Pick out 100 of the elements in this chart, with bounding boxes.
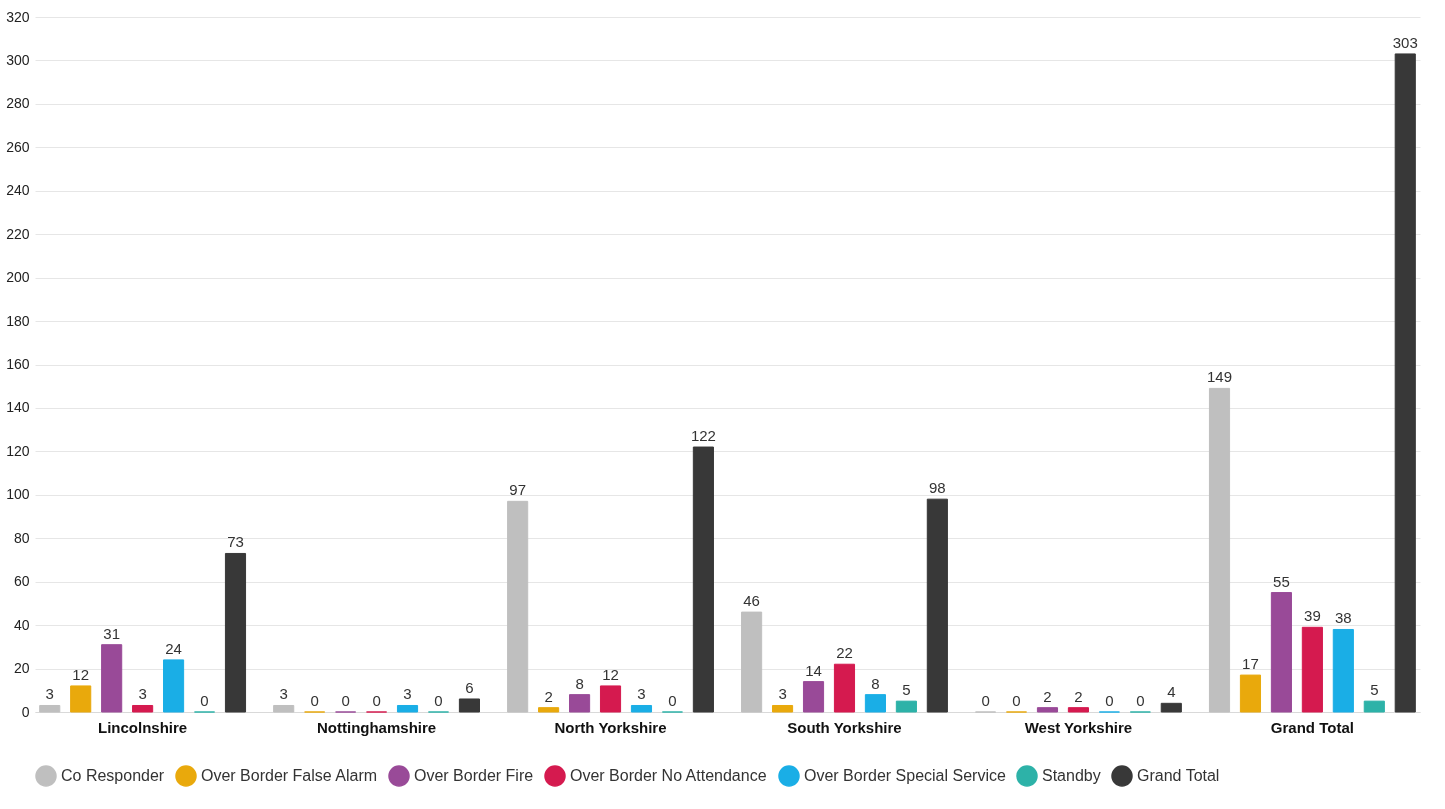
legend-label: Standby bbox=[1042, 767, 1101, 784]
data-label: 8 bbox=[871, 674, 880, 692]
data-label: 3 bbox=[403, 685, 412, 703]
data-label: 55 bbox=[1273, 572, 1290, 590]
data-label: 0 bbox=[200, 692, 209, 709]
x-tick-label: South Yorkshire bbox=[787, 718, 902, 736]
bar bbox=[772, 704, 794, 713]
bar bbox=[692, 446, 714, 713]
y-tick-label: 220 bbox=[6, 225, 30, 242]
bar bbox=[101, 644, 123, 713]
data-label: 303 bbox=[1392, 33, 1418, 51]
y-tick-label: 120 bbox=[6, 442, 30, 459]
data-label: 97 bbox=[509, 481, 526, 499]
x-tick-label: Nottinghamshire bbox=[316, 718, 437, 736]
y-tick-label: 300 bbox=[6, 51, 30, 68]
bar bbox=[1067, 707, 1089, 713]
bar bbox=[599, 685, 622, 713]
data-label: 12 bbox=[602, 665, 619, 683]
y-tick-label: 180 bbox=[6, 312, 30, 329]
legend-label: Over Border False Alarm bbox=[201, 767, 378, 784]
y-tick-label: 320 bbox=[6, 8, 30, 25]
data-label: 0 bbox=[434, 692, 443, 709]
y-tick-label: 100 bbox=[6, 486, 30, 503]
x-tick-label: Lincolnshire bbox=[98, 718, 188, 736]
bar bbox=[458, 698, 481, 713]
bar bbox=[70, 685, 92, 713]
bar bbox=[1301, 626, 1323, 713]
bar bbox=[1160, 702, 1182, 713]
y-tick-label: 160 bbox=[6, 356, 30, 372]
data-label: 31 bbox=[103, 624, 120, 642]
data-label: 6 bbox=[465, 678, 474, 696]
data-label: 17 bbox=[1242, 655, 1259, 673]
bar bbox=[1270, 592, 1292, 713]
bar bbox=[163, 659, 185, 713]
bar bbox=[741, 611, 763, 713]
bar bbox=[1036, 707, 1059, 713]
data-label: 73 bbox=[227, 533, 244, 551]
data-label: 3 bbox=[637, 685, 646, 703]
x-tick-label: North Yorkshire bbox=[554, 718, 667, 736]
data-label: 14 bbox=[805, 661, 822, 679]
data-label: 0 bbox=[668, 692, 677, 709]
y-tick-label: 280 bbox=[6, 95, 30, 112]
bar bbox=[538, 707, 560, 713]
data-label: 12 bbox=[72, 665, 90, 683]
data-label: 46 bbox=[743, 592, 760, 610]
data-label: 24 bbox=[165, 639, 182, 657]
bar bbox=[39, 704, 61, 713]
bar bbox=[1394, 53, 1416, 713]
data-label: 2 bbox=[1043, 687, 1052, 705]
data-label: 22 bbox=[836, 644, 853, 662]
data-label: 2 bbox=[544, 687, 553, 705]
bar bbox=[132, 704, 154, 713]
data-label: 2 bbox=[1074, 687, 1083, 705]
y-tick-label: 260 bbox=[6, 138, 30, 155]
bar bbox=[802, 681, 825, 713]
data-label: 0 bbox=[372, 692, 381, 709]
bar bbox=[273, 704, 295, 713]
data-label: 0 bbox=[1105, 692, 1114, 709]
data-label: 39 bbox=[1304, 607, 1321, 625]
y-tick-label: 200 bbox=[6, 269, 30, 286]
data-label: 5 bbox=[1370, 681, 1379, 699]
y-tick-label: 140 bbox=[6, 399, 30, 416]
bar bbox=[864, 694, 886, 713]
data-label: 0 bbox=[981, 692, 990, 709]
y-tick-label: 40 bbox=[13, 616, 30, 633]
bar bbox=[1208, 387, 1231, 713]
legend-label: Over Border No Attendance bbox=[570, 767, 767, 784]
legend-label: Co Responder bbox=[61, 767, 165, 784]
bar bbox=[1239, 674, 1262, 713]
y-tick-label: 60 bbox=[13, 573, 30, 590]
bar bbox=[630, 704, 653, 713]
bar bbox=[1363, 700, 1385, 713]
data-label: 8 bbox=[575, 674, 584, 692]
data-label: 0 bbox=[1136, 692, 1145, 709]
x-tick-label: West Yorkshire bbox=[1024, 718, 1133, 736]
data-label: 0 bbox=[341, 692, 350, 709]
data-label: 3 bbox=[138, 685, 147, 703]
legend-label: Grand Total bbox=[1137, 767, 1220, 784]
legend-label: Over Border Fire bbox=[414, 767, 534, 784]
data-label: 4 bbox=[1167, 683, 1176, 701]
data-label: 0 bbox=[1012, 692, 1021, 709]
bar bbox=[224, 552, 247, 713]
data-label: 98 bbox=[929, 479, 946, 497]
y-tick-label: 240 bbox=[6, 182, 30, 199]
data-label: 122 bbox=[690, 427, 716, 445]
bar bbox=[569, 694, 591, 713]
data-label: 149 bbox=[1206, 368, 1233, 386]
data-label: 0 bbox=[310, 692, 319, 709]
data-label: 3 bbox=[778, 685, 787, 703]
data-label: 5 bbox=[902, 681, 911, 699]
data-label: 38 bbox=[1335, 609, 1352, 627]
y-tick-label: 0 bbox=[21, 703, 30, 720]
bar bbox=[833, 663, 856, 713]
bar bbox=[396, 704, 419, 713]
data-label: 3 bbox=[45, 685, 54, 703]
legend-label: Over Border Special Service bbox=[804, 767, 1006, 784]
bar bbox=[1332, 628, 1354, 713]
x-tick-label: Grand Total bbox=[1270, 718, 1354, 736]
bar bbox=[507, 500, 529, 713]
bar bbox=[895, 700, 917, 713]
